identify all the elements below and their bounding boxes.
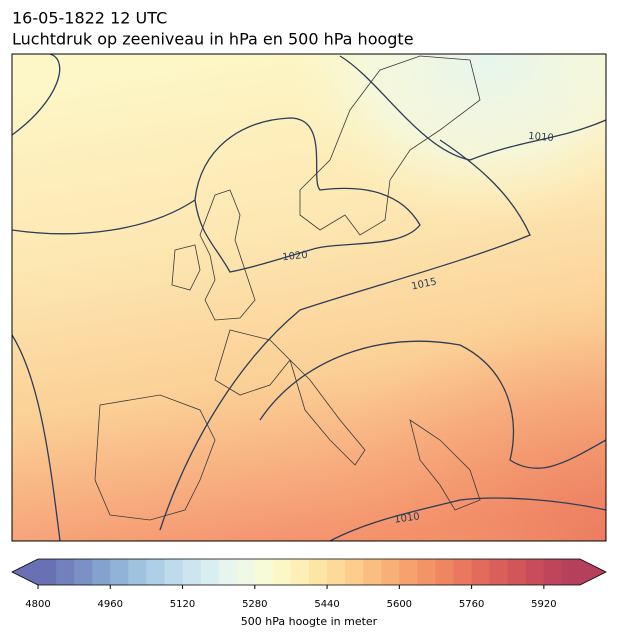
colorbar-band: [254, 559, 274, 585]
colorbar-band: [507, 559, 527, 585]
colorbar-band: [561, 559, 581, 585]
colorbar-band: [182, 559, 202, 585]
colorbar-band: [236, 559, 256, 585]
colorbar-band: [489, 559, 509, 585]
colorbar-tick-label: 5760: [459, 599, 484, 610]
colorbar-band: [417, 559, 436, 585]
colorbar-band: [345, 559, 364, 585]
subtitle: Luchtdruk op zeeniveau in hPa en 500 hPa…: [12, 30, 414, 49]
map-frame: [11, 53, 607, 542]
colorbar-band: [200, 559, 220, 585]
colorbar-band: [110, 559, 129, 585]
colorbar-band: [218, 559, 238, 585]
colorbar-band: [435, 559, 455, 585]
colorbar-band: [56, 559, 75, 585]
colorbar-band: [290, 559, 310, 585]
title: 16-05-1822 12 UTC: [12, 9, 167, 28]
colorbar-band: [38, 559, 57, 585]
colorbar-band: [327, 559, 346, 585]
colorbar-band: [525, 559, 545, 585]
colorbar-band: [92, 559, 111, 585]
colorbar-band: [543, 559, 563, 585]
colorbar-band: [146, 559, 165, 585]
colorbar-band: [399, 559, 418, 585]
colorbar-band: [128, 559, 147, 585]
colorbar-tick-label: 5600: [387, 599, 412, 610]
colorbar: 4800 4960 5120 5280 5440 5600 5760 5920: [11, 558, 607, 610]
contour-label: 1010: [394, 511, 421, 525]
colorbar-tick-label: 5120: [170, 599, 195, 610]
colorbar-extend: [580, 559, 606, 585]
colorbar-band: [381, 559, 400, 585]
colorbar-band: [471, 559, 491, 585]
colorbar-band: [272, 559, 292, 585]
colorbar-band: [74, 559, 93, 585]
map: [12, 54, 606, 541]
colorbar-band: [309, 559, 328, 585]
colorbar-label: 500 hPa hoogte in meter: [241, 615, 378, 628]
colorbar-tick-label: 5440: [314, 599, 339, 610]
colorbar-tick-label: 4960: [98, 599, 123, 610]
colorbar-tick-label: 5280: [242, 599, 267, 610]
colorbar-band: [363, 559, 382, 585]
contour-label: 1015: [411, 276, 438, 292]
contour-label: 1020: [282, 250, 308, 264]
colorbar-tick-label: 5920: [531, 599, 556, 610]
colorbar-tick-label: 4800: [25, 599, 50, 610]
colorbar-band: [164, 559, 184, 585]
colorbar-band: [453, 559, 473, 585]
colorbar-extend: [12, 559, 38, 585]
contour-label: 1010: [528, 131, 554, 144]
